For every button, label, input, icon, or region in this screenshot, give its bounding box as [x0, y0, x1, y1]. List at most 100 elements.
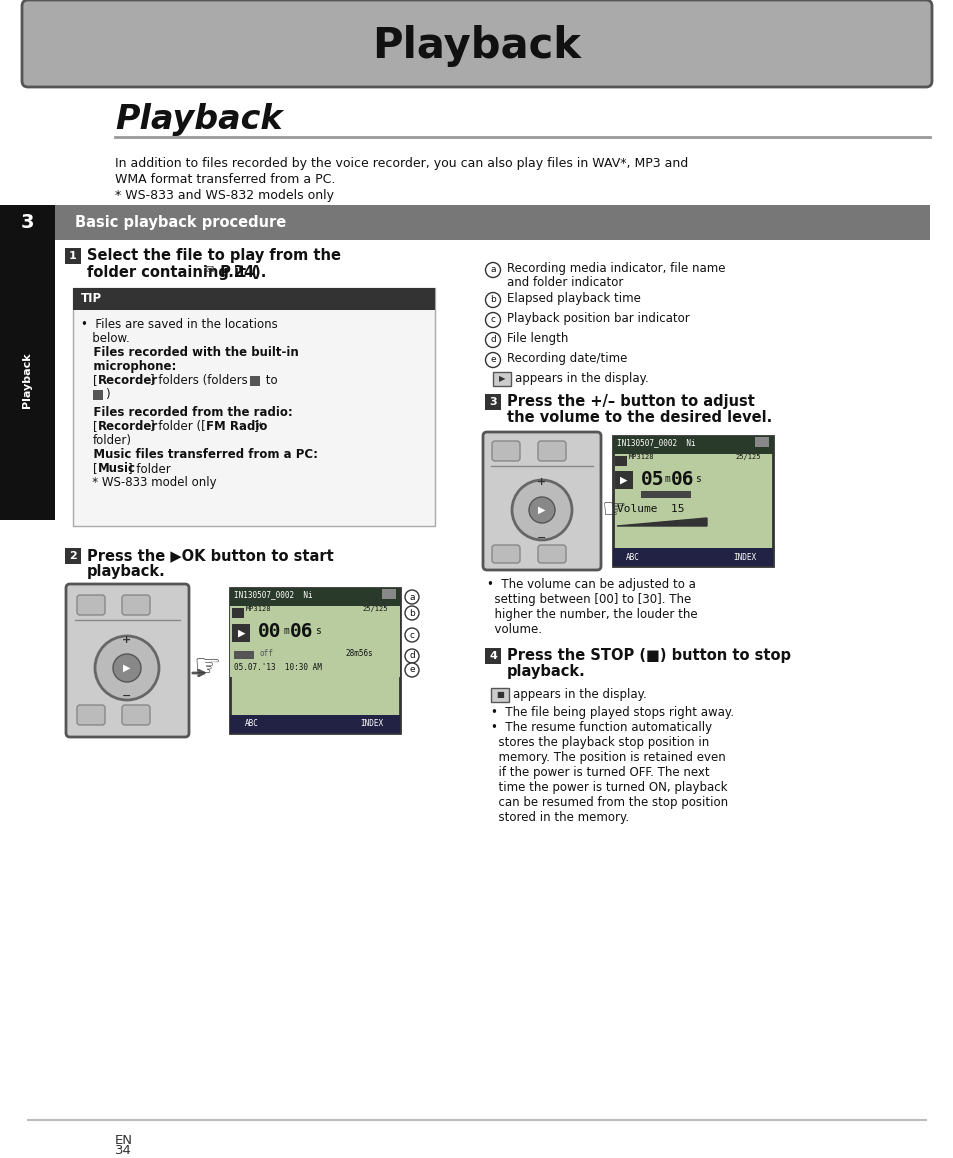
Text: •  The file being played stops right away.: • The file being played stops right away…	[491, 706, 733, 719]
Text: the volume to the desired level.: the volume to the desired level.	[506, 410, 771, 425]
FancyBboxPatch shape	[22, 0, 931, 87]
Bar	[0, 205, 55, 240]
Circle shape	[112, 654, 141, 682]
Text: a: a	[490, 265, 496, 274]
Circle shape	[405, 648, 418, 664]
Circle shape	[485, 263, 500, 278]
Text: Music files transferred from a PC:: Music files transferred from a PC:	[81, 448, 317, 461]
Bar	[615, 456, 626, 466]
FancyBboxPatch shape	[537, 545, 565, 563]
Text: Press the ▶OK button to start: Press the ▶OK button to start	[87, 548, 334, 563]
Circle shape	[405, 628, 418, 642]
Text: volume.: volume.	[486, 623, 541, 636]
Text: EN: EN	[115, 1134, 132, 1146]
Text: Files recorded with the built-in: Files recorded with the built-in	[81, 346, 298, 359]
Bar	[230, 664, 399, 677]
Text: c: c	[490, 315, 495, 324]
Text: 06: 06	[670, 470, 694, 489]
Text: Recorder: Recorder	[98, 420, 158, 433]
Bar	[493, 372, 511, 386]
Bar	[640, 491, 690, 498]
Text: below.: below.	[81, 332, 130, 345]
Text: Playback: Playback	[373, 25, 580, 67]
Text: 06: 06	[290, 622, 314, 642]
Circle shape	[405, 664, 418, 677]
Text: P.24).: P.24).	[214, 265, 266, 280]
Text: 00: 00	[257, 622, 281, 642]
Text: ▶: ▶	[498, 374, 505, 383]
FancyBboxPatch shape	[482, 432, 600, 570]
Text: e: e	[490, 356, 496, 365]
Text: * WS-833 and WS-832 models only: * WS-833 and WS-832 models only	[115, 189, 334, 201]
Text: playback.: playback.	[506, 664, 585, 679]
Text: Music: Music	[98, 462, 136, 475]
Bar	[0, 240, 55, 520]
Bar	[230, 606, 399, 621]
Circle shape	[485, 352, 500, 367]
Text: IN130507_0002  Ni: IN130507_0002 Ni	[617, 438, 695, 447]
Text: can be resumed from the stop position: can be resumed from the stop position	[491, 796, 727, 809]
Bar	[381, 589, 395, 599]
Text: −: −	[122, 691, 132, 701]
Text: d: d	[409, 652, 415, 660]
Text: +: +	[537, 477, 546, 488]
Circle shape	[405, 589, 418, 604]
Bar	[613, 437, 772, 566]
Text: ] folder: ] folder	[128, 462, 171, 475]
Text: ■: ■	[496, 690, 503, 699]
Text: b: b	[409, 608, 415, 617]
Bar	[92, 390, 103, 400]
FancyBboxPatch shape	[77, 705, 105, 725]
Text: stores the playback stop position in: stores the playback stop position in	[491, 736, 708, 749]
Text: [: [	[92, 374, 97, 387]
Bar	[613, 548, 772, 566]
Circle shape	[95, 636, 159, 699]
Text: stored in the memory.: stored in the memory.	[491, 811, 628, 824]
FancyBboxPatch shape	[122, 705, 150, 725]
FancyBboxPatch shape	[66, 584, 189, 736]
Text: s: s	[695, 474, 700, 484]
Text: a: a	[409, 593, 415, 601]
FancyBboxPatch shape	[122, 595, 150, 615]
Text: Playback: Playback	[115, 103, 282, 137]
Text: FM Radio: FM Radio	[206, 420, 267, 433]
Text: ✉: ✉	[204, 265, 213, 274]
Text: ABC: ABC	[625, 552, 639, 562]
Circle shape	[485, 293, 500, 308]
Bar	[230, 714, 399, 733]
Text: TIP: TIP	[81, 293, 102, 306]
Text: d: d	[490, 336, 496, 344]
Bar	[491, 688, 509, 702]
FancyBboxPatch shape	[492, 441, 519, 461]
Text: •  The volume can be adjusted to a: • The volume can be adjusted to a	[486, 578, 695, 591]
Text: to: to	[262, 374, 277, 387]
Bar	[73, 288, 435, 310]
Bar	[232, 624, 250, 642]
Text: 05: 05	[640, 470, 664, 489]
Text: [: [	[92, 420, 97, 433]
Text: * WS-833 model only: * WS-833 model only	[81, 476, 216, 489]
Bar	[73, 288, 435, 526]
Text: 2: 2	[69, 551, 77, 560]
Bar	[230, 648, 399, 664]
Text: Basic playback procedure: Basic playback procedure	[75, 214, 286, 229]
FancyBboxPatch shape	[492, 545, 519, 563]
Text: time the power is turned ON, playback: time the power is turned ON, playback	[491, 780, 727, 794]
Text: 28m56s: 28m56s	[345, 648, 373, 658]
Circle shape	[512, 481, 572, 540]
Text: if the power is turned OFF. The next: if the power is turned OFF. The next	[491, 765, 709, 779]
Text: ] folder ([: ] folder ([	[150, 420, 206, 433]
Text: appears in the display.: appears in the display.	[515, 372, 648, 384]
Bar	[754, 437, 768, 447]
Text: •  The resume function automatically: • The resume function automatically	[491, 721, 711, 734]
Text: m: m	[664, 474, 670, 484]
Polygon shape	[617, 518, 706, 526]
Text: INDEX: INDEX	[733, 552, 756, 562]
Bar	[484, 394, 500, 410]
Bar	[232, 608, 244, 618]
Text: IN130507_0002  Ni: IN130507_0002 Ni	[233, 589, 313, 599]
Text: Press the STOP (■) button to stop: Press the STOP (■) button to stop	[506, 648, 790, 664]
Text: ▶: ▶	[619, 474, 627, 486]
Text: 1: 1	[69, 251, 77, 261]
Text: File length: File length	[506, 332, 568, 345]
